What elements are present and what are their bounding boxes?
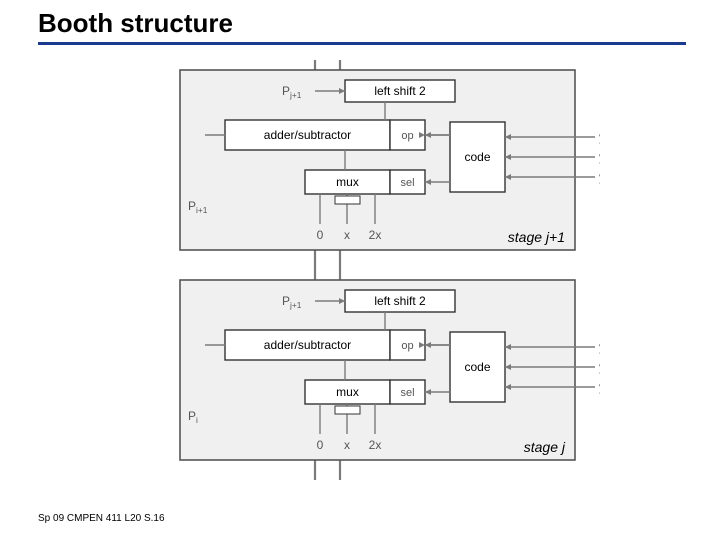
svg-text:yi+1: yi+1 xyxy=(599,360,600,376)
svg-text:op: op xyxy=(401,130,413,142)
title-rule xyxy=(38,42,686,45)
svg-text:yi+3: yi+3 xyxy=(599,150,600,166)
svg-text:2x: 2x xyxy=(369,228,382,242)
svg-text:adder/subtractor: adder/subtractor xyxy=(264,128,351,142)
svg-text:yi+2: yi+2 xyxy=(599,170,600,186)
svg-text:code: code xyxy=(464,360,490,374)
svg-text:x: x xyxy=(344,228,350,242)
booth-diagram: left shift 2Pj+1adder/subtractoropmuxsel… xyxy=(170,60,600,480)
svg-text:sel: sel xyxy=(400,387,414,399)
svg-text:x: x xyxy=(344,438,350,452)
svg-text:stage j+1: stage j+1 xyxy=(508,229,565,245)
svg-text:stage j: stage j xyxy=(524,439,566,455)
svg-text:yi: yi xyxy=(599,380,600,396)
svg-text:2x: 2x xyxy=(369,438,382,452)
svg-text:sel: sel xyxy=(400,177,414,189)
svg-text:left shift 2: left shift 2 xyxy=(374,84,426,98)
svg-text:adder/subtractor: adder/subtractor xyxy=(264,338,351,352)
svg-text:yi+2: yi+2 xyxy=(599,340,600,356)
svg-text:op: op xyxy=(401,340,413,352)
svg-text:mux: mux xyxy=(336,175,359,189)
svg-text:yi+4: yi+4 xyxy=(599,130,600,146)
svg-text:code: code xyxy=(464,150,490,164)
svg-text:0: 0 xyxy=(317,228,324,242)
svg-text:0: 0 xyxy=(317,438,324,452)
slide-title: Booth structure xyxy=(38,8,233,39)
svg-text:left shift 2: left shift 2 xyxy=(374,294,426,308)
slide-footer: Sp 09 CMPEN 411 L20 S.16 xyxy=(38,513,165,524)
svg-text:mux: mux xyxy=(336,385,359,399)
